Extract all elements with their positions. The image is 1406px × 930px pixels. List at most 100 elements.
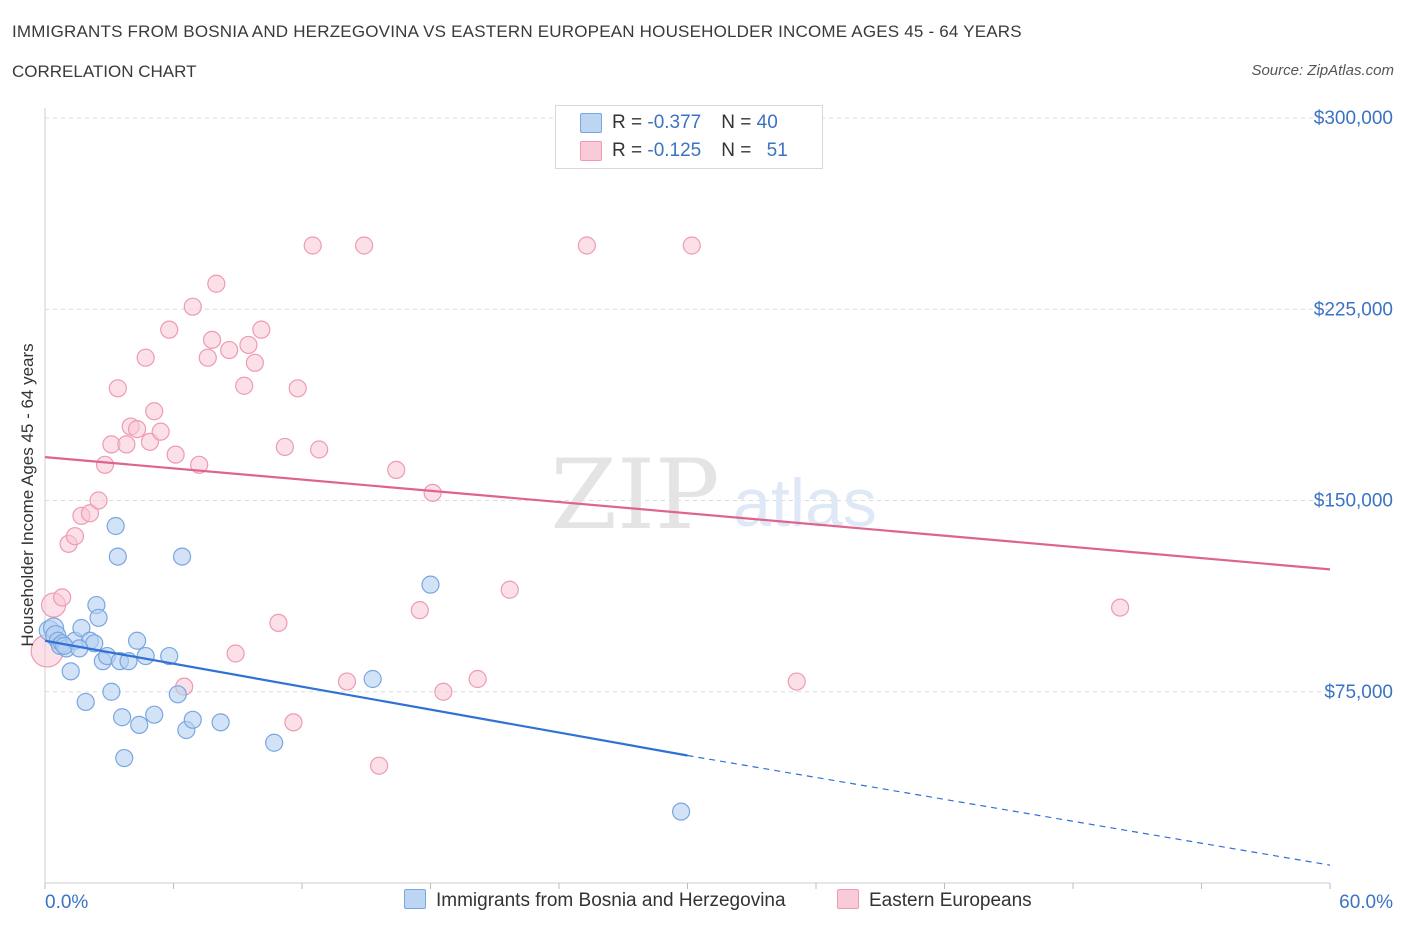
correlation-legend: R = -0.377 N = 40 R = -0.125 N = 51 xyxy=(555,105,823,169)
data-point-pink xyxy=(117,435,136,454)
data-point-pink xyxy=(1111,598,1130,617)
data-point-pink xyxy=(202,330,222,349)
tick-labels: $75,000 $150,000 $225,000 $300,000 0.0% 60.0% xyxy=(45,108,1393,913)
data-point-pink xyxy=(198,348,217,367)
data-point-pink xyxy=(275,437,294,457)
data-point-blue xyxy=(265,733,284,752)
data-point-pink xyxy=(151,422,170,441)
data-point-blue xyxy=(136,646,155,666)
legend-r-value: -0.377 xyxy=(647,112,702,133)
data-point-pink xyxy=(207,274,226,293)
y-tick-label: $75,000 xyxy=(1324,682,1393,703)
data-point-blue xyxy=(211,713,230,732)
data-point-pink xyxy=(288,379,307,398)
data-point-pink xyxy=(220,340,239,360)
source-credit: Source: ZipAtlas.com xyxy=(1251,62,1394,79)
data-point-pink xyxy=(434,682,453,701)
data-point-pink xyxy=(239,335,258,355)
bottom-legend-swatch-blue xyxy=(404,889,426,909)
data-point-pink xyxy=(577,236,596,255)
data-point-blue xyxy=(183,710,202,729)
data-point-pink xyxy=(423,483,442,502)
y-tick-label: $225,000 xyxy=(1314,299,1393,320)
legend-row-pink: R = -0.125 N = 51 xyxy=(580,140,788,164)
legend-n-value: 51 xyxy=(766,140,788,161)
series-bosnia-immigrants xyxy=(38,516,691,821)
legend-n-label: N = xyxy=(721,140,757,161)
watermark-zip: ZIP xyxy=(550,439,719,551)
bottom-legend-blue: Immigrants from Bosnia and Herzegovina xyxy=(404,889,786,912)
legend-r-label: R = xyxy=(612,140,648,161)
legend-r-label: R = xyxy=(612,112,648,133)
data-point-pink xyxy=(303,236,322,255)
data-point-blue xyxy=(102,682,121,701)
data-point-blue xyxy=(72,618,91,638)
legend-swatch-pink xyxy=(580,140,602,161)
data-point-blue xyxy=(172,547,192,566)
data-point-pink xyxy=(190,455,209,474)
trend-line-blue xyxy=(44,639,688,757)
data-point-pink xyxy=(337,672,357,691)
data-point-blue xyxy=(106,516,125,536)
legend-n-label: N = xyxy=(721,112,757,133)
data-point-blue xyxy=(363,669,382,689)
data-point-pink xyxy=(166,445,185,464)
data-point-blue xyxy=(127,631,147,650)
trend-line-pink xyxy=(44,456,1331,571)
legend-n-value: 40 xyxy=(756,112,778,133)
data-point-pink xyxy=(370,756,389,775)
watermark-atlas: atlas xyxy=(733,465,877,541)
data-point-pink xyxy=(108,379,127,398)
data-point-pink xyxy=(269,613,288,633)
data-point-pink xyxy=(245,353,264,372)
data-point-pink xyxy=(80,504,100,523)
data-point-blue xyxy=(108,547,127,566)
data-point-pink xyxy=(468,669,487,689)
x-tick-label: 0.0% xyxy=(45,892,88,913)
data-point-pink xyxy=(284,713,303,732)
chart-subtitle: CORRELATION CHART xyxy=(12,62,197,81)
data-point-pink xyxy=(160,320,179,339)
bottom-legend-pink-label: Eastern Europeans xyxy=(869,890,1032,911)
grid-lines xyxy=(45,117,1330,693)
data-point-blue xyxy=(671,802,691,821)
data-point-pink xyxy=(235,376,254,395)
data-point-pink xyxy=(355,236,374,255)
trend-lines xyxy=(44,456,1331,866)
data-point-pink xyxy=(65,527,85,546)
bottom-legend-swatch-pink xyxy=(837,889,859,909)
data-point-pink xyxy=(183,297,202,316)
axes xyxy=(44,108,1331,889)
watermark: ZIP atlas xyxy=(550,439,876,551)
data-point-blue xyxy=(130,715,149,735)
data-point-blue xyxy=(145,705,164,724)
x-tick-label: 60.0% xyxy=(1339,892,1393,913)
data-point-pink xyxy=(53,588,72,607)
data-point-pink xyxy=(252,320,271,339)
series-eastern-europeans xyxy=(30,236,1130,775)
data-point-blue xyxy=(61,662,80,681)
y-tick-label: $150,000 xyxy=(1314,491,1393,512)
data-point-pink xyxy=(95,455,115,474)
trend-line-blue-projection xyxy=(687,754,1331,866)
data-point-blue xyxy=(89,608,108,627)
data-point-blue xyxy=(168,685,187,704)
data-point-pink xyxy=(682,236,701,255)
data-point-pink xyxy=(136,348,155,367)
legend-row-blue: R = -0.377 N = 40 xyxy=(580,112,778,136)
data-point-blue xyxy=(112,708,132,727)
legend-swatch-blue xyxy=(580,112,602,133)
data-point-pink xyxy=(310,440,329,459)
data-point-pink xyxy=(787,672,806,691)
data-point-pink xyxy=(410,601,429,620)
y-axis-label: Householder Income Ages 45 - 64 years xyxy=(18,343,37,647)
data-point-blue xyxy=(160,646,179,666)
legend-r-value: -0.125 xyxy=(647,140,702,161)
bottom-legend-pink: Eastern Europeans xyxy=(837,889,1032,912)
data-point-pink xyxy=(127,420,147,439)
data-point-pink xyxy=(226,644,245,663)
data-point-pink xyxy=(145,402,164,421)
data-point-blue xyxy=(421,575,440,594)
y-tick-label: $300,000 xyxy=(1314,108,1393,129)
